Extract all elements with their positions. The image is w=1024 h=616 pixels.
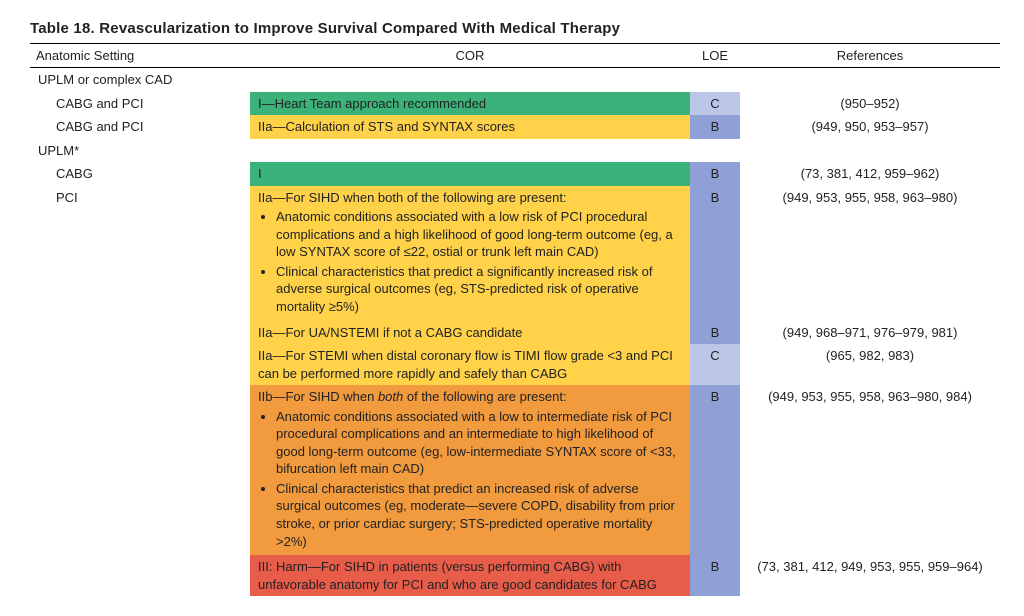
loe-cell: B <box>690 162 740 186</box>
cor-lead: IIa—For SIHD when both of the following … <box>258 190 567 205</box>
section-row: UPLM or complex CAD <box>30 68 1000 92</box>
col-anatomic: Anatomic Setting <box>30 44 250 68</box>
refs-cell: (949, 953, 955, 958, 963–980) <box>740 186 1000 321</box>
table-row: IIb—For SIHD when both of the following … <box>30 385 1000 555</box>
loe-cell: B <box>690 321 740 345</box>
refs-cell: (949, 968–971, 976–979, 981) <box>740 321 1000 345</box>
header-row: Anatomic Setting COR LOE References <box>30 44 1000 68</box>
cor-bullets: Anatomic conditions associated with a lo… <box>276 208 682 315</box>
refs-cell: (73, 381, 412, 959–962) <box>740 162 1000 186</box>
loe-cell: C <box>690 344 740 385</box>
table-row: III: Harm—For SIHD in patients (versus p… <box>30 555 1000 596</box>
anatomic-cell: CABG <box>30 162 250 186</box>
anatomic-cell: CABG and PCI <box>30 115 250 139</box>
refs-cell: (950–952) <box>740 92 1000 116</box>
cor-bullets: Anatomic conditions associated with a lo… <box>276 408 682 550</box>
cor-cell: IIa—For SIHD when both of the following … <box>250 186 690 321</box>
table-row: IIa—For STEMI when distal coronary flow … <box>30 344 1000 385</box>
anatomic-cell: CABG and PCI <box>30 92 250 116</box>
anatomic-cell <box>30 344 250 385</box>
cor-cell: IIb—For SIHD when both of the following … <box>250 385 690 555</box>
cor-cell: III: Harm—For SIHD in patients (versus p… <box>250 555 690 596</box>
loe-cell: B <box>690 555 740 596</box>
col-refs: References <box>740 44 1000 68</box>
section-label: UPLM* <box>30 139 1000 163</box>
anatomic-cell <box>30 321 250 345</box>
refs-cell: (949, 953, 955, 958, 963–980, 984) <box>740 385 1000 555</box>
cor-lead-pre: IIb—For SIHD when <box>258 389 378 404</box>
section-label: UPLM or complex CAD <box>30 68 1000 92</box>
anatomic-cell <box>30 385 250 555</box>
refs-cell: (73, 381, 412, 949, 953, 955, 959–964) <box>740 555 1000 596</box>
cor-lead-ital: both <box>378 389 403 404</box>
cor-cell: IIa—For STEMI when distal coronary flow … <box>250 344 690 385</box>
loe-cell: B <box>690 115 740 139</box>
cor-cell: IIa—For UA/NSTEMI if not a CABG candidat… <box>250 321 690 345</box>
table-row: CABG and PCI I—Heart Team approach recom… <box>30 92 1000 116</box>
cor-cell: IIa—Calculation of STS and SYNTAX scores <box>250 115 690 139</box>
bullet: Anatomic conditions associated with a lo… <box>276 208 682 261</box>
cor-cell: I <box>250 162 690 186</box>
anatomic-cell: PCI <box>30 186 250 321</box>
refs-cell: (965, 982, 983) <box>740 344 1000 385</box>
table-row: IIa—For UA/NSTEMI if not a CABG candidat… <box>30 321 1000 345</box>
col-cor: COR <box>250 44 690 68</box>
loe-cell: C <box>690 92 740 116</box>
table-title: Table 18. Revascularization to Improve S… <box>30 20 994 37</box>
cor-cell: I—Heart Team approach recommended <box>250 92 690 116</box>
bullet: Clinical characteristics that predict an… <box>276 480 682 550</box>
refs-cell: (949, 950, 953–957) <box>740 115 1000 139</box>
table-row: PCI IIa—For SIHD when both of the follow… <box>30 186 1000 321</box>
bullet: Anatomic conditions associated with a lo… <box>276 408 682 478</box>
loe-cell: B <box>690 385 740 555</box>
bullet: Clinical characteristics that predict a … <box>276 263 682 316</box>
section-row: UPLM* <box>30 139 1000 163</box>
table-row: CABG I B (73, 381, 412, 959–962) <box>30 162 1000 186</box>
anatomic-cell <box>30 555 250 596</box>
table-row: CABG and PCI IIa—Calculation of STS and … <box>30 115 1000 139</box>
recommendation-table: Anatomic Setting COR LOE References UPLM… <box>30 43 1000 596</box>
loe-cell: B <box>690 186 740 321</box>
col-loe: LOE <box>690 44 740 68</box>
cor-lead-post: of the following are present: <box>403 389 566 404</box>
